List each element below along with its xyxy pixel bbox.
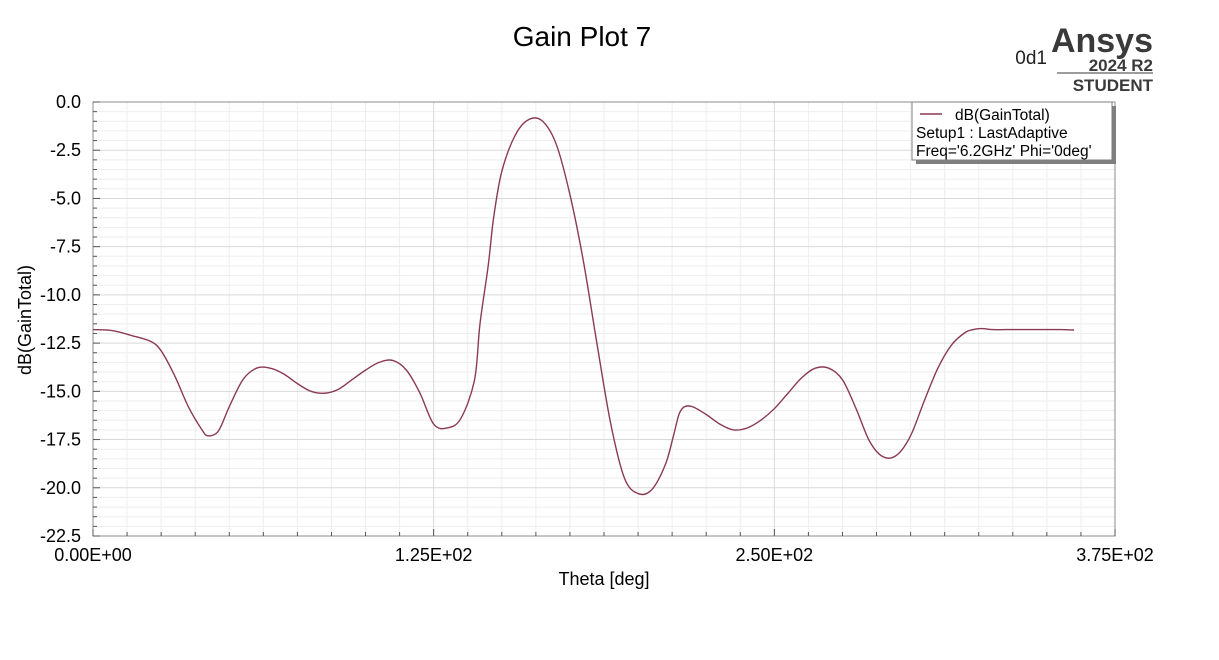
plot-grid — [93, 102, 1115, 536]
y-tick-label: -2.5 — [50, 140, 81, 160]
y-tick-label: -15.0 — [40, 381, 81, 401]
x-tick-label: 2.50E+02 — [736, 545, 814, 565]
x-tick-label: 1.25E+02 — [395, 545, 473, 565]
y-tick-label: -12.5 — [40, 333, 81, 353]
logo-id-label: 0d1 — [1015, 48, 1047, 69]
y-tick-label: -22.5 — [40, 526, 81, 546]
legend-freq-label: Freq='6.2GHz' Phi='0deg' — [916, 143, 1092, 160]
y-tick-label: 0.0 — [56, 92, 81, 112]
series-group — [92, 117, 1075, 496]
axis-ticks — [92, 101, 1116, 537]
y-tick-label: -17.5 — [40, 430, 81, 450]
legend-box — [911, 101, 1113, 161]
ansys-logo: Ansys 2024 R2 STUDENT 0d1 — [1015, 22, 1153, 95]
axis-tick-labels: 0.00E+00 1.25E+02 2.50E+02 3.75E+02 0.0 -2.5 -… — [40, 92, 1154, 565]
x-axis-label: Theta [deg] — [558, 569, 649, 589]
series-line-gaintotal — [92, 117, 1075, 496]
legend-series-label: dB(GainTotal) — [955, 107, 1050, 124]
legend-setup-label: Setup1 : LastAdaptive — [916, 125, 1068, 142]
x-tick-label: 0.00E+00 — [54, 545, 132, 565]
y-tick-label: -5.0 — [50, 188, 81, 208]
legend[interactable]: dB(GainTotal) Setup1 : LastAdaptive Freq… — [911, 101, 1116, 164]
y-tick-label: -20.0 — [40, 478, 81, 498]
x-tick-label: 3.75E+02 — [1076, 545, 1154, 565]
chart-title: Gain Plot 7 — [513, 21, 652, 52]
logo-edition: STUDENT — [1073, 76, 1154, 95]
logo-version: 2024 R2 — [1089, 56, 1153, 75]
y-axis-label: dB(GainTotal) — [15, 265, 35, 375]
y-tick-label: -10.0 — [40, 285, 81, 305]
y-tick-label: -7.5 — [50, 237, 81, 257]
logo-brand: Ansys — [1051, 22, 1153, 60]
